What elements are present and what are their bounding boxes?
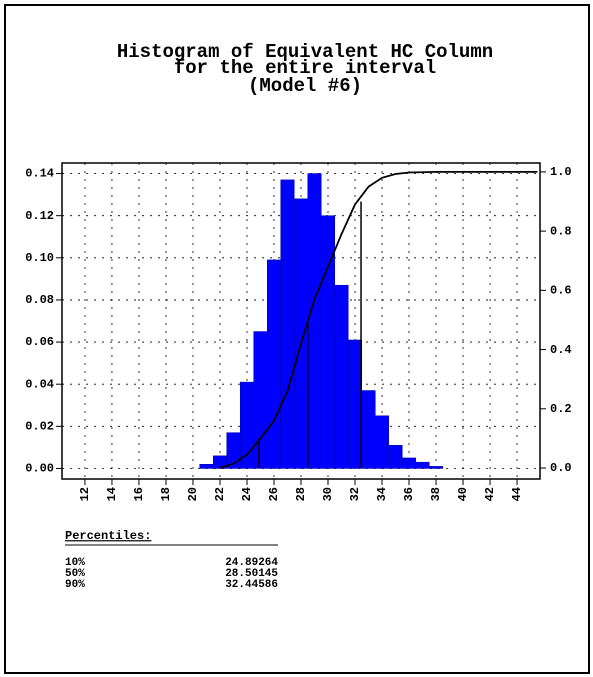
y-tick-label: 0.06 (25, 335, 54, 349)
bar (361, 390, 376, 469)
bar (307, 173, 322, 469)
x-tick-label: 18 (159, 487, 173, 501)
y2-tick-label: 0.2 (550, 402, 572, 416)
bar (388, 445, 403, 469)
x-tick-label: 12 (78, 487, 92, 501)
chart-title: for the entire interval (174, 57, 436, 79)
y-tick-label: 0.08 (25, 293, 54, 307)
percentile-label: 10% (65, 557, 85, 569)
y-tick-label: 0.02 (25, 420, 54, 434)
cdf-line (219, 170, 538, 469)
x-tick-label: 22 (213, 487, 227, 501)
bar (415, 461, 430, 469)
percentile-label: 90% (65, 579, 85, 591)
y-tick-label: 0.00 (25, 462, 54, 476)
bar (429, 466, 444, 469)
x-tick-label: 34 (375, 487, 389, 501)
chart-title: (Model #6) (248, 75, 362, 97)
bar (402, 457, 417, 469)
percentile-value: 28.50145 (225, 568, 278, 580)
bar (199, 464, 214, 469)
x-tick-label: 20 (186, 487, 200, 501)
percentile-value: 24.89264 (225, 557, 278, 569)
x-tick-label: 44 (510, 487, 524, 501)
x-tick-label: 28 (294, 487, 308, 501)
y2-tick-label: 0.4 (550, 343, 572, 357)
percentile-value: 32.44586 (225, 579, 278, 591)
x-tick-label: 24 (240, 487, 254, 501)
y2-tick-label: 0.6 (550, 284, 572, 298)
y-tick-label: 0.04 (25, 377, 54, 391)
x-tick-label: 14 (105, 487, 119, 501)
bar (253, 331, 268, 469)
bar (375, 415, 390, 469)
bar (334, 284, 349, 469)
x-tick-label: 26 (267, 487, 281, 501)
x-tick-label: 38 (429, 487, 443, 501)
bar (348, 339, 363, 469)
x-tick-label: 42 (483, 487, 497, 501)
y2-tick-label: 1.0 (550, 165, 572, 179)
y-tick-label: 0.12 (25, 209, 54, 223)
percentile-label: 50% (65, 568, 85, 580)
x-tick-label: 36 (402, 487, 416, 501)
x-tick-label: 16 (132, 487, 146, 501)
y-tick-label: 0.14 (25, 167, 54, 181)
chart-title: Histogram of Equivalent HC Column (117, 41, 493, 63)
x-tick-label: 30 (321, 487, 335, 501)
y-tick-label: 0.10 (25, 251, 54, 265)
y2-tick-label: 0.0 (550, 461, 572, 475)
x-tick-label: 32 (348, 487, 362, 501)
bar (266, 259, 281, 469)
bar (280, 179, 295, 469)
bar (293, 198, 309, 469)
x-tick-label: 40 (456, 487, 470, 501)
percentiles-title: Percentiles: (65, 529, 151, 543)
y2-tick-label: 0.8 (550, 224, 572, 238)
